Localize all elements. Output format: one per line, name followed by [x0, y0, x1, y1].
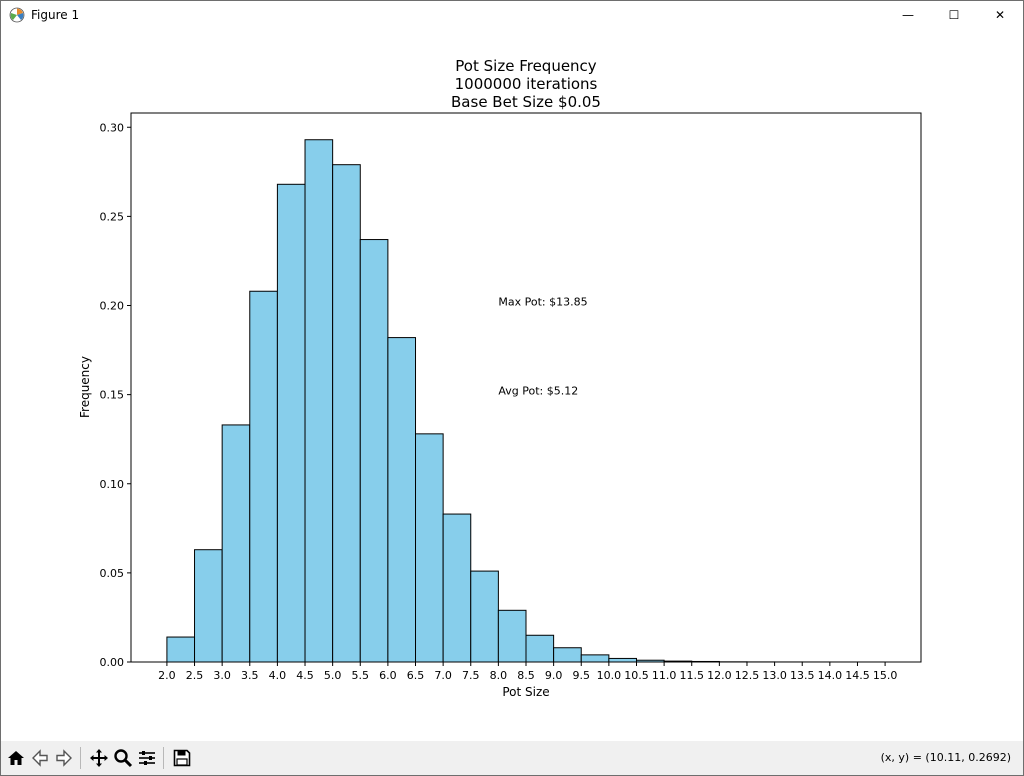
y-axis-label: Frequency — [78, 356, 92, 418]
x-tick-label: 9.0 — [545, 669, 563, 682]
figure-canvas[interactable]: Pot Size Frequency 1000000 iterations Ba… — [1, 29, 1023, 741]
cursor-coordinates: (x, y) = (10.11, 0.2692) — [880, 751, 1011, 764]
x-tick-label: 15.0 — [873, 669, 898, 682]
x-tick-label: 3.5 — [241, 669, 259, 682]
maximize-icon: ☐ — [948, 8, 960, 22]
pan-icon — [90, 749, 108, 767]
x-tick-label: 6.5 — [407, 669, 425, 682]
histogram-bar — [249, 290, 278, 663]
max-pot-annotation: Max Pot: $13.85 — [498, 296, 587, 309]
x-tick-label: 12.5 — [735, 669, 760, 682]
navigation-toolbar: (x, y) = (10.11, 0.2692) — [1, 741, 1023, 775]
x-tick-label: 10.5 — [624, 669, 649, 682]
x-axis-label: Pot Size — [502, 685, 549, 699]
minimize-button[interactable]: — — [885, 1, 931, 29]
pan-button[interactable] — [88, 747, 110, 769]
minimize-icon: — — [902, 8, 914, 22]
x-tick-label: 8.5 — [517, 669, 535, 682]
y-tick-label: 0.30 — [100, 121, 125, 134]
x-tick-label: 11.5 — [679, 669, 704, 682]
zoom-icon — [114, 749, 133, 768]
histogram-bar — [221, 424, 251, 663]
x-tick-label: 9.5 — [572, 669, 590, 682]
y-tick-label: 0.00 — [100, 656, 125, 669]
chart-subtitle-iterations: 1000000 iterations — [455, 75, 598, 93]
x-tick-label: 14.5 — [845, 669, 870, 682]
chart-subtitle-bet-size: Base Bet Size $0.05 — [451, 93, 601, 111]
forward-icon — [56, 749, 72, 767]
x-tick-label: 2.0 — [158, 669, 176, 682]
histogram-bar — [553, 647, 582, 663]
zoom-button[interactable] — [112, 747, 134, 769]
histogram-bar — [415, 433, 444, 663]
title-bar[interactable]: Figure 1 — ☐ ✕ — [1, 1, 1023, 29]
histogram-bar — [194, 549, 223, 663]
save-button[interactable] — [171, 747, 193, 769]
toolbar-separator — [163, 747, 164, 769]
x-tick-label: 13.0 — [762, 669, 787, 682]
x-tick-label: 7.5 — [462, 669, 480, 682]
histogram-bar — [608, 657, 637, 663]
histogram-bar — [332, 164, 361, 663]
y-axis-ticks: 0.00 0.05 0.10 0.15 0.20 0.25 0.30 — [100, 121, 131, 669]
histogram-bars — [166, 139, 886, 663]
x-tick-label: 3.0 — [213, 669, 231, 682]
window-title: Figure 1 — [31, 8, 80, 22]
histogram-bar — [525, 634, 555, 663]
chart-title-line: Pot Size Frequency — [455, 57, 597, 75]
x-tick-label: 5.5 — [352, 669, 370, 682]
save-icon — [173, 749, 191, 767]
x-tick-label: 10.0 — [597, 669, 622, 682]
y-tick-label: 0.20 — [100, 300, 125, 313]
x-tick-label: 7.0 — [434, 669, 452, 682]
y-tick-label: 0.10 — [100, 478, 125, 491]
matplotlib-logo-icon — [9, 7, 25, 23]
maximize-button[interactable]: ☐ — [931, 1, 977, 29]
x-tick-label: 13.5 — [790, 669, 815, 682]
x-axis-ticks: 2.0 2.5 3.0 3.5 4.0 4.5 5.0 5.5 6.0 6.5 7.0 7.5 8.0 8… — [158, 662, 897, 682]
histogram-bar — [442, 513, 472, 663]
y-tick-label: 0.05 — [100, 567, 125, 580]
x-tick-label: 8.0 — [490, 669, 508, 682]
x-tick-label: 12.0 — [707, 669, 732, 682]
x-tick-label: 5.0 — [324, 669, 342, 682]
histogram-bar — [359, 239, 389, 663]
configure-subplots-icon — [139, 751, 155, 765]
x-tick-label: 4.5 — [296, 669, 314, 682]
x-tick-label: 14.0 — [818, 669, 843, 682]
back-button[interactable] — [29, 747, 51, 769]
histogram-bar — [166, 636, 196, 663]
close-button[interactable]: ✕ — [977, 1, 1023, 29]
histogram-bar — [304, 139, 334, 663]
close-icon: ✕ — [994, 8, 1006, 22]
toolbar-separator — [80, 747, 81, 769]
histogram-bar — [276, 183, 306, 663]
forward-button[interactable] — [53, 747, 75, 769]
histogram-bar — [387, 337, 417, 663]
x-tick-label: 11.0 — [652, 669, 677, 682]
y-tick-label: 0.25 — [100, 210, 125, 223]
avg-pot-annotation: Avg Pot: $5.12 — [498, 385, 578, 398]
back-icon — [32, 749, 48, 767]
histogram-bar — [470, 570, 499, 663]
histogram-chart[interactable]: Pot Size Frequency 1000000 iterations Ba… — [1, 29, 1023, 741]
histogram-bar — [580, 654, 610, 663]
x-tick-label: 2.5 — [186, 669, 204, 682]
x-tick-label: 4.0 — [269, 669, 287, 682]
y-tick-label: 0.15 — [100, 389, 125, 402]
histogram-bar — [497, 609, 527, 663]
configure-subplots-button[interactable] — [136, 747, 158, 769]
chart-annotations: Max Pot: $13.85 Avg Pot: $5.12 — [498, 296, 587, 398]
x-tick-label: 6.0 — [379, 669, 397, 682]
home-button[interactable] — [5, 747, 27, 769]
home-icon — [8, 751, 24, 765]
